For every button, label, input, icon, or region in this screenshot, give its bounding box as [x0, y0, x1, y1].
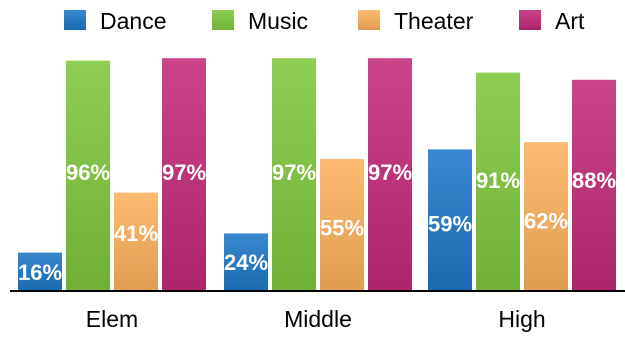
bar-elem-theater [114, 192, 158, 291]
bar-high-theater [524, 142, 568, 291]
bar-high-dance [428, 149, 472, 291]
legend-item-dance: Dance [64, 8, 166, 34]
data-label-middle-dance: 24% [224, 250, 268, 275]
legend-label-theater: Theater [394, 8, 474, 34]
data-labels: 16% 96% 41% 97% 24% 97% 55% 97% 59%91%62%88% [18, 160, 616, 285]
x-tick-label-elem: Elem [86, 306, 138, 332]
data-label-high-theater: 62% [524, 209, 568, 234]
bars [18, 58, 616, 292]
bar-group-middle [224, 58, 412, 292]
bar-elem-music [66, 60, 110, 291]
data-label-high-art: 88% [572, 168, 616, 193]
bar-elem-art [162, 58, 206, 292]
legend-label-art: Art [555, 8, 585, 34]
x-tick-label-high: High [498, 306, 545, 332]
data-label-middle-music: 97% [272, 160, 316, 185]
legend: Dance Music Theater Art [64, 8, 585, 34]
bar-middle-dance [224, 233, 268, 291]
bar-middle-art [368, 58, 412, 292]
data-label-elem-art: 97% [162, 160, 206, 185]
data-label-high-dance: 59% [428, 212, 472, 237]
legend-label-music: Music [248, 8, 308, 34]
x-axis-labels: Elem Middle High [86, 306, 546, 332]
data-label-elem-theater: 41% [114, 221, 158, 246]
legend-item-music: Music [212, 8, 308, 34]
bar-elem-dance [18, 252, 62, 291]
legend-label-dance: Dance [100, 8, 166, 34]
data-label-high-music: 91% [476, 168, 520, 193]
data-label-middle-art: 97% [368, 160, 412, 185]
legend-swatch-dance [64, 10, 86, 30]
x-tick-label-middle: Middle [284, 306, 352, 332]
bar-high-art [572, 79, 616, 291]
data-label-elem-music: 96% [66, 160, 110, 185]
legend-swatch-music [212, 10, 234, 30]
legend-item-art: Art [519, 8, 585, 34]
legend-swatch-theater [358, 10, 380, 30]
data-label-middle-theater: 55% [320, 216, 364, 241]
legend-item-theater: Theater [358, 8, 474, 34]
bar-middle-theater [320, 159, 364, 291]
legend-swatch-art [519, 10, 541, 30]
bar-group-high [428, 72, 616, 291]
bar-middle-music [272, 58, 316, 292]
bar-group-elem [18, 58, 206, 292]
data-label-elem-dance: 16% [18, 260, 62, 285]
bar-high-music [476, 72, 520, 291]
